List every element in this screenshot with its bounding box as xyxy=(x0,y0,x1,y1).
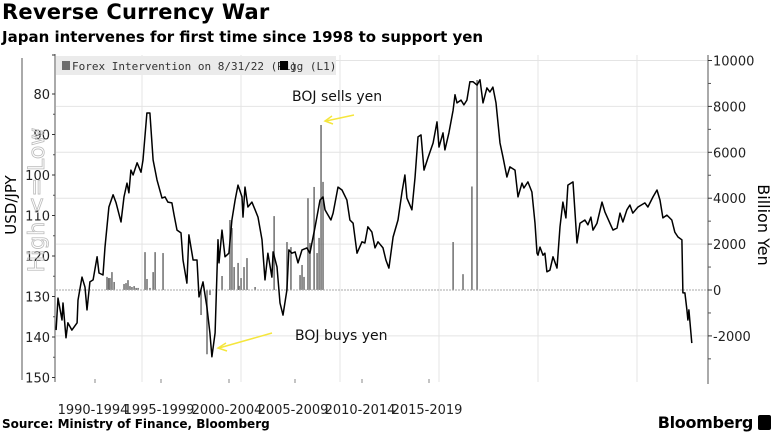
intervention-bar xyxy=(322,181,324,290)
intervention-bar xyxy=(144,252,146,290)
x-tick-label: 2000-2004 xyxy=(192,403,263,418)
intervention-bar xyxy=(237,262,239,290)
left-tick-label: 90 xyxy=(33,129,50,144)
left-tick-label: 130 xyxy=(25,291,50,306)
legend-label-intervention: Forex Intervention on 8/31/22 (R1) xyxy=(72,60,297,73)
intervention-bar xyxy=(129,286,131,290)
x-tick-label: 2015-2019 xyxy=(392,403,463,418)
arrow-boj-buys xyxy=(218,332,273,349)
right-tick-label: -2000 xyxy=(713,330,751,345)
chart-title: Reverse Currency War xyxy=(2,0,270,24)
intervention-bar xyxy=(133,286,135,290)
intervention-bar xyxy=(476,80,478,290)
x-tick-label: 1990-1994 xyxy=(58,403,129,418)
intervention-bar xyxy=(240,278,242,290)
intervention-bar xyxy=(246,258,248,290)
intervention-bar xyxy=(123,284,125,290)
intervention-bar xyxy=(309,242,311,290)
left-axis-title: USD/JPY xyxy=(2,174,20,234)
chart-subtitle: Japan intervenes for first time since 19… xyxy=(2,28,484,46)
bloomberg-mark-icon xyxy=(758,415,771,430)
intervention-bar xyxy=(152,272,154,290)
arrow-head-boj-sells xyxy=(323,115,334,125)
x-tick-label: 2005-2009 xyxy=(258,403,329,418)
intervention-bar xyxy=(137,287,139,290)
arrow-boj-sells xyxy=(325,114,355,122)
legend-swatch-intervention xyxy=(62,61,70,70)
legend: Forex Intervention on 8/31/22 (R1) gg (L… xyxy=(56,56,336,75)
left-tick-label: 120 xyxy=(25,250,50,265)
right-tick-label: 4000 xyxy=(713,192,746,207)
intervention-bar xyxy=(149,287,151,290)
intervention-bar xyxy=(452,242,454,290)
intervention-bar xyxy=(200,290,202,316)
intervention-bar xyxy=(301,264,303,290)
intervention-bar xyxy=(299,275,301,290)
bloomberg-logo: Bloomberg xyxy=(658,413,771,432)
legend-background xyxy=(56,56,336,75)
usdjpy-line xyxy=(55,79,693,358)
intervention-bar xyxy=(206,290,208,355)
intervention-bar xyxy=(106,276,108,290)
source-note: Source: Ministry of Finance, Bloomberg xyxy=(2,417,270,431)
right-tick-label: 8000 xyxy=(713,100,746,115)
intervention-bar xyxy=(254,287,256,290)
right-tick-label: 6000 xyxy=(713,146,746,161)
gridlines xyxy=(56,55,708,382)
intervention-bar xyxy=(135,287,137,290)
annotation-boj-buys: BOJ buys yen xyxy=(295,328,388,344)
intervention-bar xyxy=(109,278,111,290)
logo-text: Bloomberg xyxy=(657,413,754,432)
left-tick-label: 110 xyxy=(25,210,50,225)
left-tick-label: 80 xyxy=(33,88,50,103)
annotation-boj-sells: BOJ sells yen xyxy=(292,89,382,105)
intervention-bar xyxy=(316,253,318,290)
x-axis-labels: 1990-19941995-19992000-20042005-20092010… xyxy=(58,379,463,418)
intervention-bar xyxy=(113,281,115,290)
intervention-bar xyxy=(462,274,464,290)
intervention-bar xyxy=(313,186,315,290)
legend-label-gg: gg (L1) xyxy=(290,60,336,73)
intervention-bar xyxy=(131,287,133,290)
intervention-bar xyxy=(107,278,110,290)
intervention-bar xyxy=(111,272,113,290)
left-axis-ticks: 80 90 100 110 120 130 140 150 xyxy=(25,54,55,387)
x-tick-label: 1995-1999 xyxy=(124,403,195,418)
x-tick-label: 2010-2014 xyxy=(325,403,396,418)
intervention-bar xyxy=(125,283,127,290)
intervention-bar xyxy=(231,228,233,290)
intervention-bar xyxy=(290,247,292,290)
intervention-bar xyxy=(307,198,309,290)
intervention-bar xyxy=(320,124,322,290)
right-tick-label: 0 xyxy=(713,284,721,299)
intervention-bar xyxy=(233,267,235,290)
legend-swatch-gg xyxy=(280,61,288,70)
intervention-bar xyxy=(229,220,231,290)
right-tick-label: 10000 xyxy=(713,55,754,70)
intervention-bar xyxy=(146,278,148,290)
intervention-bar xyxy=(286,242,288,290)
left-axis-watermark: High <= Low xyxy=(25,128,50,273)
intervention-bar xyxy=(221,276,223,290)
intervention-bar xyxy=(318,237,320,290)
intervention-bar xyxy=(162,253,164,290)
right-axis-ticks: 10000 8000 6000 4000 2000 0 -2000 xyxy=(708,55,754,360)
right-tick-label: 2000 xyxy=(713,238,746,253)
left-tick-label: 140 xyxy=(25,331,50,346)
right-axis-title: Billion Yen xyxy=(754,184,773,265)
intervention-bar xyxy=(471,186,473,290)
left-tick-label: 150 xyxy=(25,372,50,387)
arrow-head-boj-buys xyxy=(216,342,228,352)
intervention-bar xyxy=(127,280,129,290)
intervention-bar xyxy=(238,285,240,290)
intervention-bar xyxy=(303,276,305,290)
left-tick-label: 100 xyxy=(25,169,50,184)
intervention-bar xyxy=(243,267,245,290)
intervention-bars xyxy=(106,80,478,355)
intervention-bar xyxy=(209,290,211,296)
intervention-bar xyxy=(154,252,156,290)
